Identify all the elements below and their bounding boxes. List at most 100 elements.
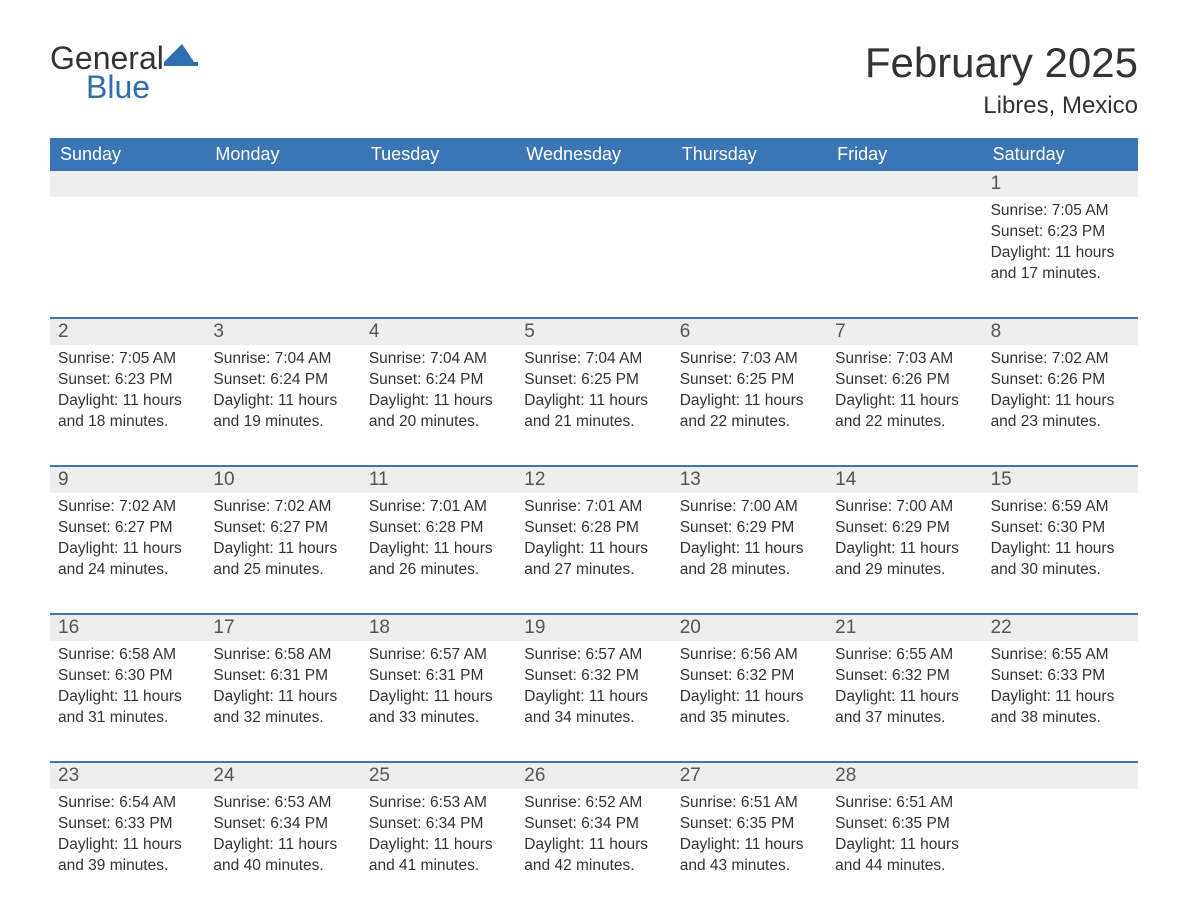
daylight-line: Daylight: 11 hours and 34 minutes. (524, 687, 663, 729)
daylight-line: Daylight: 11 hours and 39 minutes. (58, 835, 197, 877)
sunset-line: Sunset: 6:28 PM (524, 518, 663, 539)
sunrise-line: Sunrise: 6:53 AM (369, 793, 508, 814)
sunset-line: Sunset: 6:28 PM (369, 518, 508, 539)
sunrise-line: Sunrise: 7:02 AM (58, 497, 197, 518)
sunrise-line: Sunrise: 6:55 AM (991, 645, 1130, 666)
dayname-monday: Monday (205, 138, 360, 171)
sunrise-line: Sunrise: 7:02 AM (991, 349, 1130, 370)
day-cell: Sunrise: 7:05 AMSunset: 6:23 PMDaylight:… (50, 345, 205, 445)
day-cell: Sunrise: 7:04 AMSunset: 6:25 PMDaylight:… (516, 345, 671, 445)
daynum-row: 16171819202122 (50, 615, 1138, 641)
sunrise-line: Sunrise: 6:57 AM (369, 645, 508, 666)
title-block: February 2025 Libres, Mexico (865, 40, 1138, 120)
day-cell: Sunrise: 7:04 AMSunset: 6:24 PMDaylight:… (205, 345, 360, 445)
daylight-line: Daylight: 11 hours and 25 minutes. (213, 539, 352, 581)
sunrise-line: Sunrise: 6:51 AM (835, 793, 974, 814)
day-cell: Sunrise: 7:03 AMSunset: 6:26 PMDaylight:… (827, 345, 982, 445)
daylight-line: Daylight: 11 hours and 30 minutes. (991, 539, 1130, 581)
daylight-line: Daylight: 11 hours and 38 minutes. (991, 687, 1130, 729)
page-title: February 2025 (865, 40, 1138, 86)
day-number (50, 171, 205, 197)
logo: General Blue (50, 40, 202, 106)
daycontent-row: Sunrise: 7:05 AMSunset: 6:23 PMDaylight:… (50, 197, 1138, 297)
daylight-line: Daylight: 11 hours and 43 minutes. (680, 835, 819, 877)
sunrise-line: Sunrise: 7:01 AM (524, 497, 663, 518)
day-cell: Sunrise: 7:05 AMSunset: 6:23 PMDaylight:… (983, 197, 1138, 297)
sunset-line: Sunset: 6:34 PM (524, 814, 663, 835)
sunrise-line: Sunrise: 6:55 AM (835, 645, 974, 666)
sunset-line: Sunset: 6:25 PM (680, 370, 819, 391)
dayname-saturday: Saturday (983, 138, 1138, 171)
dayname-friday: Friday (827, 138, 982, 171)
day-cell: Sunrise: 6:53 AMSunset: 6:34 PMDaylight:… (205, 789, 360, 889)
sunrise-line: Sunrise: 6:53 AM (213, 793, 352, 814)
day-number: 11 (361, 467, 516, 493)
daylight-line: Daylight: 11 hours and 41 minutes. (369, 835, 508, 877)
dayname-sunday: Sunday (50, 138, 205, 171)
day-number (361, 171, 516, 197)
daylight-line: Daylight: 11 hours and 26 minutes. (369, 539, 508, 581)
dayname-tuesday: Tuesday (361, 138, 516, 171)
dayname-thursday: Thursday (672, 138, 827, 171)
day-number: 18 (361, 615, 516, 641)
sunset-line: Sunset: 6:27 PM (213, 518, 352, 539)
day-number: 28 (827, 763, 982, 789)
day-number: 22 (983, 615, 1138, 641)
sunset-line: Sunset: 6:31 PM (213, 666, 352, 687)
sunrise-line: Sunrise: 6:52 AM (524, 793, 663, 814)
logo-word-blue: Blue (86, 69, 202, 106)
sunrise-line: Sunrise: 6:58 AM (58, 645, 197, 666)
daylight-line: Daylight: 11 hours and 42 minutes. (524, 835, 663, 877)
day-cell: Sunrise: 7:02 AMSunset: 6:27 PMDaylight:… (205, 493, 360, 593)
daylight-line: Daylight: 11 hours and 27 minutes. (524, 539, 663, 581)
day-number (983, 763, 1138, 789)
daylight-line: Daylight: 11 hours and 21 minutes. (524, 391, 663, 433)
sunset-line: Sunset: 6:35 PM (835, 814, 974, 835)
day-number: 9 (50, 467, 205, 493)
daylight-line: Daylight: 11 hours and 24 minutes. (58, 539, 197, 581)
day-number: 20 (672, 615, 827, 641)
sunset-line: Sunset: 6:32 PM (835, 666, 974, 687)
sunset-line: Sunset: 6:34 PM (213, 814, 352, 835)
day-number: 7 (827, 319, 982, 345)
sunset-line: Sunset: 6:30 PM (991, 518, 1130, 539)
sunset-line: Sunset: 6:26 PM (991, 370, 1130, 391)
daylight-line: Daylight: 11 hours and 17 minutes. (991, 243, 1130, 285)
day-cell (361, 197, 516, 297)
daylight-line: Daylight: 11 hours and 31 minutes. (58, 687, 197, 729)
sunrise-line: Sunrise: 7:04 AM (369, 349, 508, 370)
daylight-line: Daylight: 11 hours and 40 minutes. (213, 835, 352, 877)
day-number: 27 (672, 763, 827, 789)
daynum-row: 232425262728 (50, 763, 1138, 789)
daynum-row: 9101112131415 (50, 467, 1138, 493)
sunrise-line: Sunrise: 6:51 AM (680, 793, 819, 814)
day-number: 17 (205, 615, 360, 641)
day-cell (516, 197, 671, 297)
calendar-page: General Blue February 2025 Libres, Mexic… (0, 0, 1188, 889)
daylight-line: Daylight: 11 hours and 22 minutes. (680, 391, 819, 433)
day-cell: Sunrise: 7:04 AMSunset: 6:24 PMDaylight:… (361, 345, 516, 445)
daylight-line: Daylight: 11 hours and 29 minutes. (835, 539, 974, 581)
day-number: 16 (50, 615, 205, 641)
sunset-line: Sunset: 6:23 PM (58, 370, 197, 391)
day-number: 13 (672, 467, 827, 493)
day-cell (205, 197, 360, 297)
daylight-line: Daylight: 11 hours and 22 minutes. (835, 391, 974, 433)
sunset-line: Sunset: 6:29 PM (835, 518, 974, 539)
day-cell: Sunrise: 6:58 AMSunset: 6:30 PMDaylight:… (50, 641, 205, 741)
day-number: 21 (827, 615, 982, 641)
day-number: 1 (983, 171, 1138, 197)
daynum-row: 2345678 (50, 319, 1138, 345)
daylight-line: Daylight: 11 hours and 44 minutes. (835, 835, 974, 877)
day-cell: Sunrise: 6:58 AMSunset: 6:31 PMDaylight:… (205, 641, 360, 741)
day-number: 24 (205, 763, 360, 789)
sunset-line: Sunset: 6:33 PM (991, 666, 1130, 687)
day-number: 10 (205, 467, 360, 493)
daycontent-row: Sunrise: 7:05 AMSunset: 6:23 PMDaylight:… (50, 345, 1138, 445)
sunrise-line: Sunrise: 6:56 AM (680, 645, 819, 666)
sunrise-line: Sunrise: 7:04 AM (213, 349, 352, 370)
sunset-line: Sunset: 6:35 PM (680, 814, 819, 835)
day-number: 8 (983, 319, 1138, 345)
day-number (516, 171, 671, 197)
sunset-line: Sunset: 6:23 PM (991, 222, 1130, 243)
